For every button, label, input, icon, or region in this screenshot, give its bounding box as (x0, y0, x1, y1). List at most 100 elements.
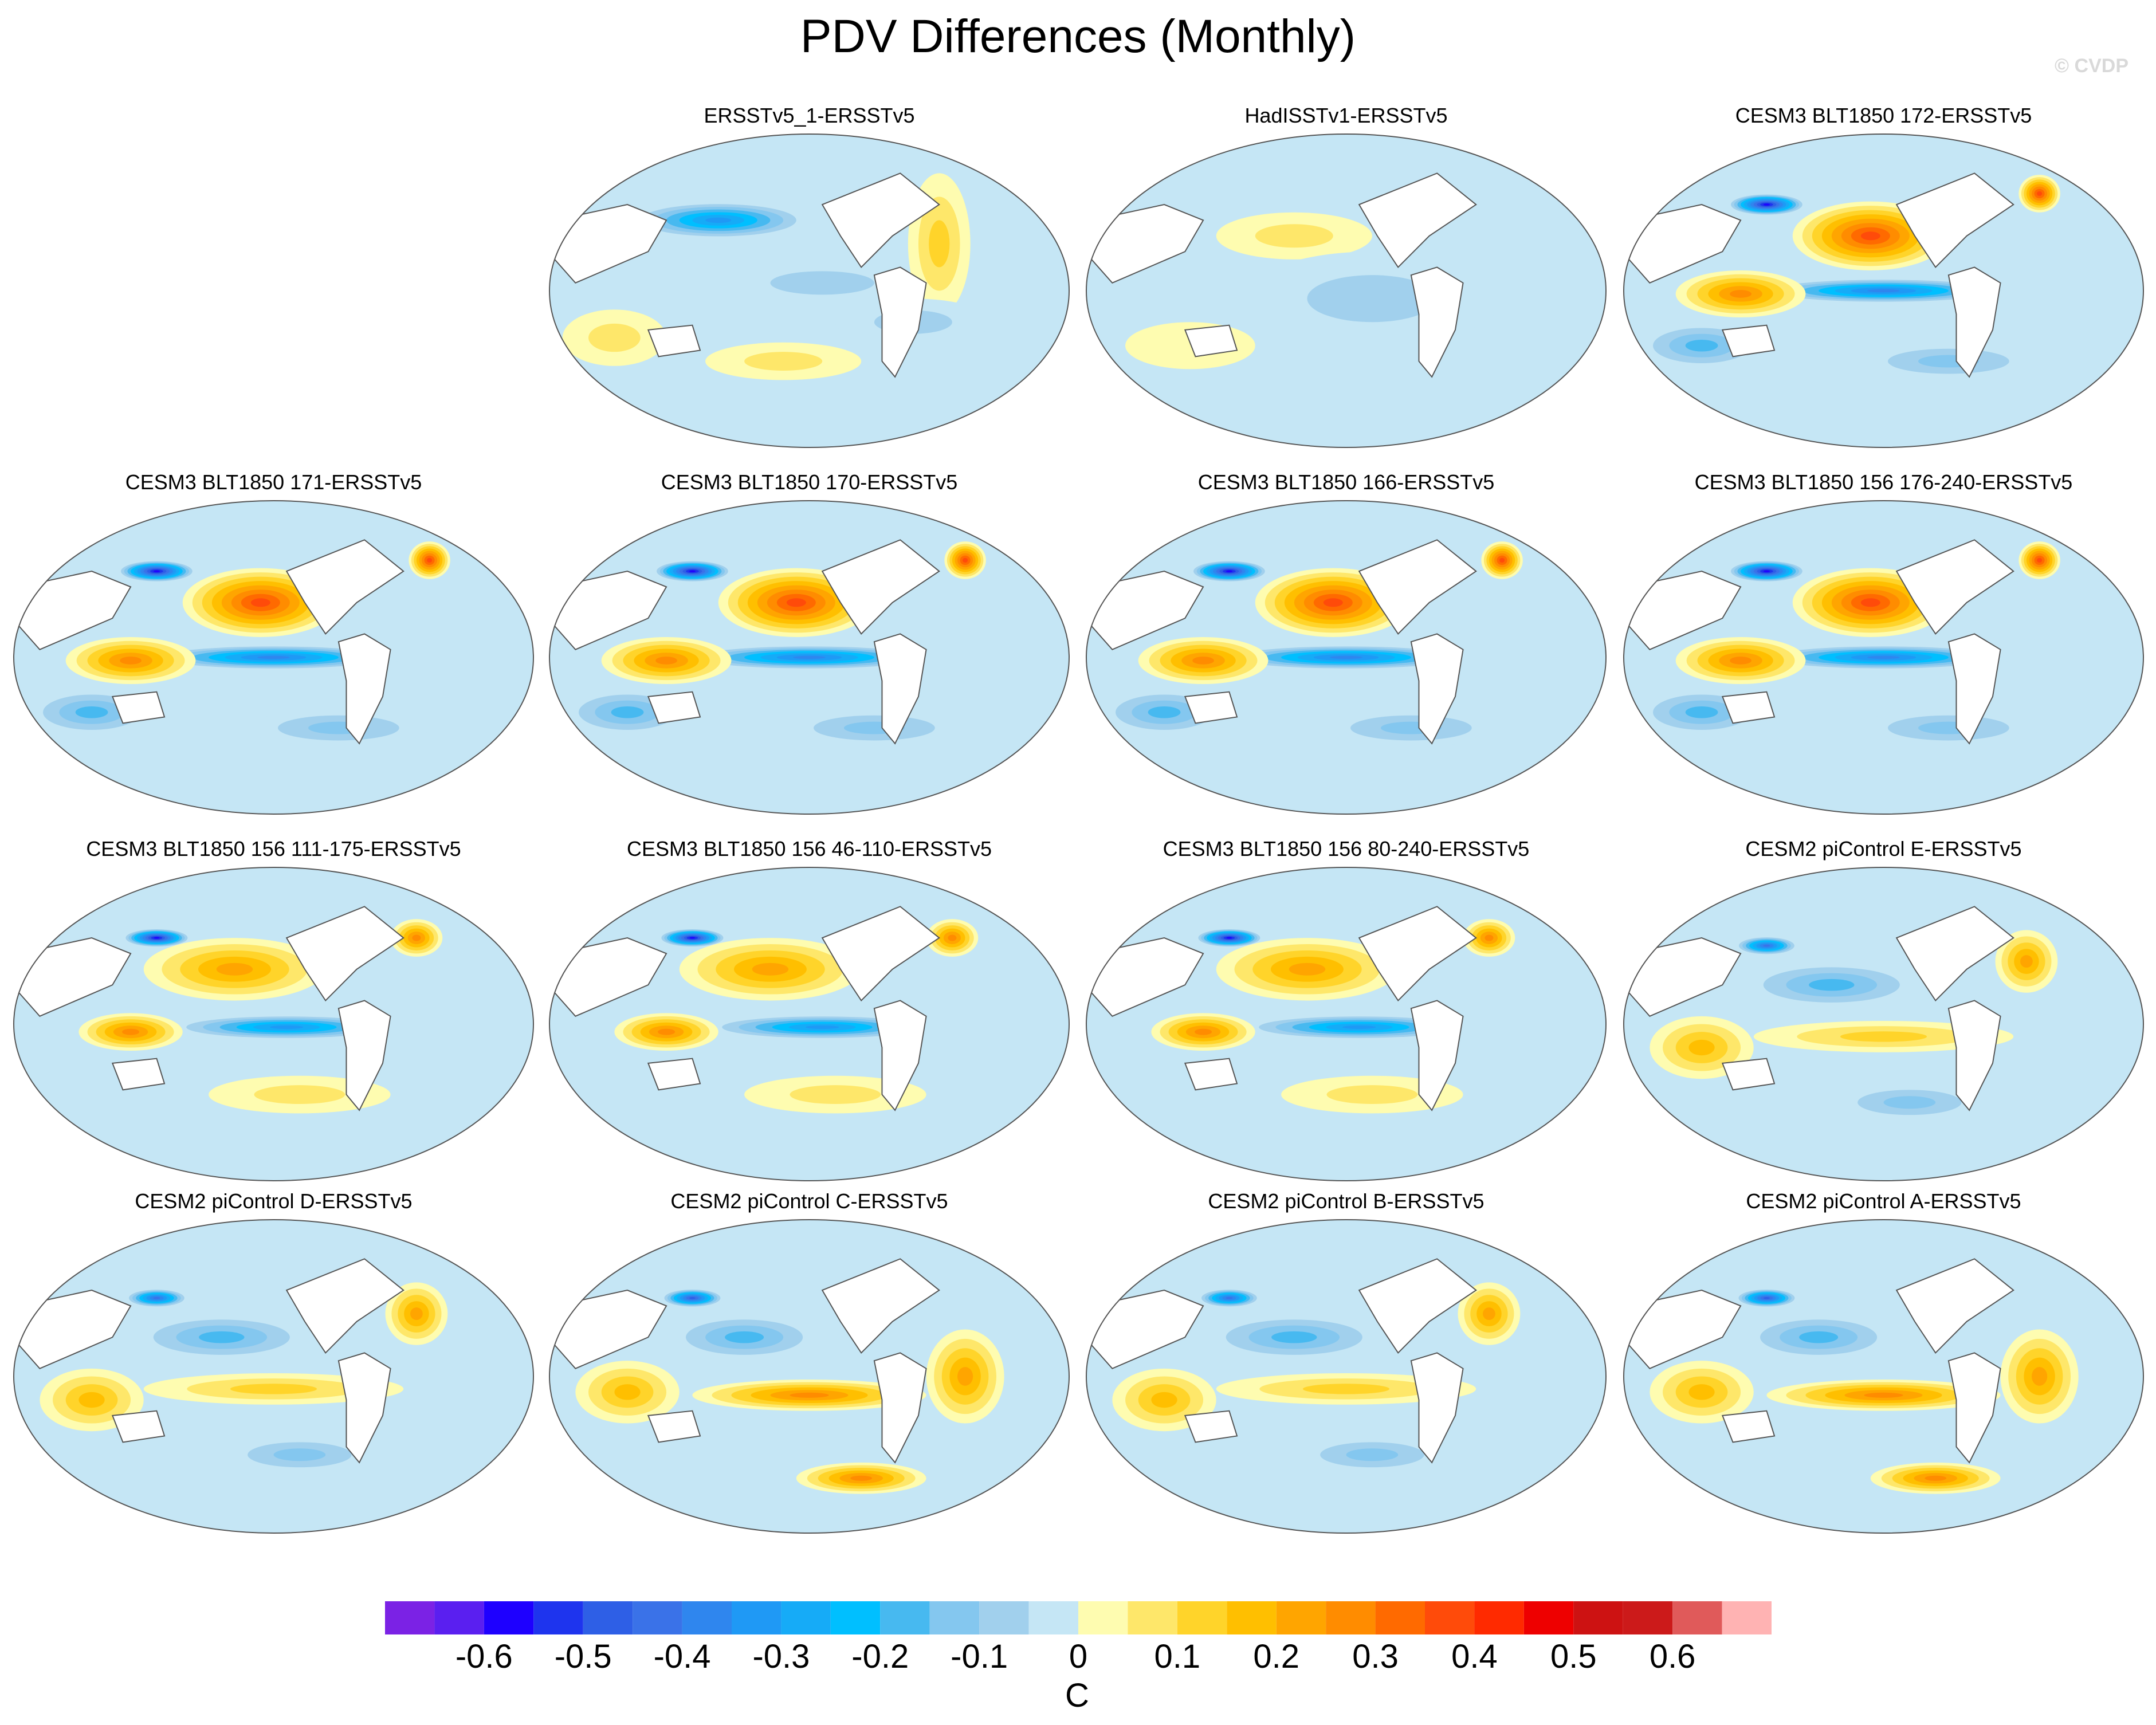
panel-title: ERSSTv5_1-ERSSTv5 (704, 104, 915, 127)
colorbar-box (880, 1601, 930, 1634)
land-mask (1947, 633, 2001, 745)
colorbar-tick-label: 0.1 (1154, 1638, 1201, 1675)
anomaly-contour (1226, 570, 1233, 572)
colorbar-box (682, 1601, 732, 1634)
land-mask (111, 691, 166, 724)
figure-title: PDV Differences (Monthly) (800, 10, 1356, 62)
map-border (1086, 1219, 1607, 1534)
anomaly-contour (1194, 1028, 1212, 1035)
land-mask (1410, 1000, 1464, 1111)
anomaly-contour (786, 598, 806, 607)
map-panel (1086, 867, 1607, 1181)
anomaly-contour (655, 657, 677, 665)
map-border (1086, 500, 1607, 815)
land-mask (1895, 539, 2014, 635)
land-mask (873, 266, 927, 378)
anomaly-contour (1326, 1085, 1418, 1104)
anomaly-contour (1860, 598, 1880, 607)
panel-title: CESM2 piControl A-ERSSTv5 (1746, 1189, 2021, 1213)
anomaly-contour (153, 1296, 160, 1299)
land-mask (111, 1410, 166, 1443)
anomaly-contour (1763, 1297, 1770, 1299)
anomaly-contour (744, 352, 823, 371)
colorbar-box (1623, 1601, 1673, 1634)
anomaly-contour (1864, 1392, 1903, 1398)
colorbar-box (1276, 1601, 1326, 1634)
land-mask (1184, 691, 1238, 724)
panel-title: CESM3 BLT1850 156 176-240-ERSSTv5 (1694, 470, 2073, 494)
colorbar-box (484, 1601, 534, 1634)
anomaly-contour (588, 323, 641, 352)
anomaly-contour (948, 934, 957, 941)
land-mask (873, 1352, 927, 1464)
anomaly-contour (1867, 289, 1900, 293)
map-border (549, 867, 1070, 1181)
colorbar-tick-label: -0.4 (653, 1638, 711, 1675)
land-mask (821, 172, 940, 269)
map-panel (13, 500, 534, 815)
land-mask (647, 1410, 701, 1443)
land-mask (337, 1352, 391, 1464)
colorbar-box (1028, 1601, 1078, 1634)
anomaly-contour (2020, 955, 2033, 968)
colorbar-box (830, 1601, 881, 1634)
map-border (13, 867, 534, 1181)
map-panel (1623, 133, 2144, 448)
panel-title: CESM3 BLT1850 172-ERSSTv5 (1735, 104, 2032, 127)
anomaly-contour (611, 706, 644, 718)
land-mask (337, 633, 391, 745)
anomaly-contour (790, 1085, 881, 1104)
colorbar-box (1672, 1601, 1722, 1634)
land-mask (1721, 691, 1776, 724)
map-border (1086, 133, 1607, 448)
map-border (1623, 500, 2144, 815)
anomaly-contour (1867, 655, 1900, 659)
colorbar-box (1474, 1601, 1524, 1634)
land-mask (1410, 1352, 1464, 1464)
land-mask (1358, 906, 1477, 1002)
panel-title: CESM3 BLT1850 170-ERSSTv5 (661, 470, 958, 494)
land-mask (1947, 1000, 2001, 1111)
land-mask (1358, 1258, 1477, 1354)
anomaly-contour (1271, 1331, 1317, 1343)
map-border (1623, 133, 2144, 448)
colorbar-box (385, 1601, 435, 1634)
anomaly-contour (78, 1392, 105, 1408)
anomaly-contour (1151, 1392, 1177, 1408)
panel-title: CESM2 piControl C-ERSSTv5 (670, 1189, 948, 1213)
panel-title: CESM3 BLT1850 166-ERSSTv5 (1197, 470, 1495, 494)
colorbar-tick-label: -0.5 (554, 1638, 612, 1675)
land-mask (1721, 1410, 1776, 1443)
colorbar-box (1523, 1601, 1574, 1634)
anomaly-contour (230, 1384, 317, 1394)
anomaly-contour (1840, 1031, 1927, 1042)
colorbar-tick-label: -0.3 (752, 1638, 810, 1675)
colorbar-box (1227, 1601, 1277, 1634)
colorbar-box (1078, 1601, 1128, 1634)
land-mask (821, 906, 940, 1002)
panel-title: HadISSTv1-ERSSTv5 (1244, 104, 1448, 127)
anomaly-contour (1226, 1296, 1233, 1299)
land-mask (1358, 172, 1477, 269)
panel-title: CESM2 piControl B-ERSSTv5 (1208, 1189, 1485, 1213)
anomaly-contour (929, 220, 950, 268)
colorbar-box (979, 1601, 1029, 1634)
map-panel (1086, 500, 1607, 815)
anomaly-contour (1148, 706, 1181, 718)
anomaly-contour (1483, 1307, 1495, 1321)
anomaly-contour (1799, 1331, 1839, 1343)
colorbar-box (1722, 1601, 1772, 1634)
colorbar-box (732, 1601, 781, 1634)
panel-title: CESM3 BLT1850 171-ERSSTv5 (125, 470, 422, 494)
anomaly-contour (1226, 937, 1232, 939)
panel-title: CESM3 BLT1850 156 80-240-ERSSTv5 (1163, 837, 1530, 860)
colorbar-box (1326, 1601, 1376, 1634)
land-mask (1184, 324, 1238, 357)
anomaly-contour (1485, 934, 1494, 941)
anomaly-contour (657, 1028, 676, 1035)
map-panel (1623, 867, 2144, 1181)
land-mask (285, 539, 405, 635)
land-mask (873, 633, 927, 745)
anomaly-contour (75, 706, 108, 718)
colorbar-box (633, 1601, 682, 1634)
